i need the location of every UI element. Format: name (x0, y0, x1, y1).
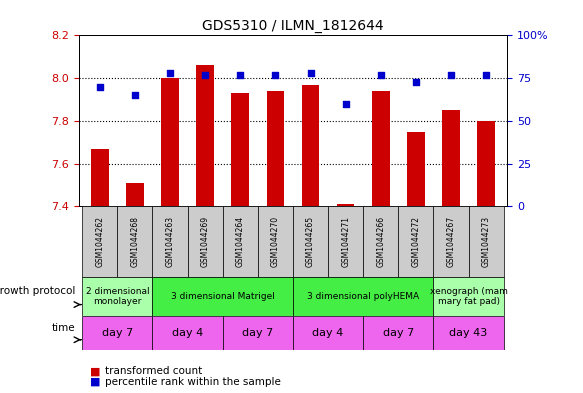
Text: GSM1044267: GSM1044267 (447, 216, 455, 267)
Point (482, 72, 491, 78)
Text: GSM1044266: GSM1044266 (376, 216, 385, 267)
Bar (188, 206, 223, 277)
Bar (293, 316, 363, 350)
Text: day 43: day 43 (449, 328, 488, 338)
Text: percentile rank within the sample: percentile rank within the sample (105, 377, 281, 387)
Bar (407, 132, 424, 206)
Bar (363, 316, 433, 350)
Text: transformed count: transformed count (105, 366, 202, 376)
Bar (153, 206, 188, 277)
Bar (161, 78, 179, 206)
Bar (293, 206, 328, 277)
Text: GSM1044265: GSM1044265 (306, 216, 315, 267)
Bar (372, 91, 389, 206)
Point (271, 72, 280, 78)
Title: GDS5310 / ILMN_1812644: GDS5310 / ILMN_1812644 (202, 19, 384, 33)
Bar (82, 316, 153, 350)
Text: day 7: day 7 (101, 328, 133, 338)
Text: GSM1044272: GSM1044272 (412, 216, 420, 267)
Text: ■: ■ (90, 366, 101, 376)
Bar (433, 316, 504, 350)
Bar (363, 206, 398, 277)
Text: xenograph (mam
mary fat pad): xenograph (mam mary fat pad) (430, 287, 508, 307)
Text: GSM1044271: GSM1044271 (341, 216, 350, 267)
Bar (328, 206, 363, 277)
Point (447, 72, 456, 78)
Bar (91, 149, 108, 206)
Bar (302, 84, 319, 206)
Bar (477, 121, 495, 206)
Bar (126, 183, 143, 206)
Bar (469, 206, 504, 277)
Text: time: time (52, 323, 76, 333)
Text: growth protocol: growth protocol (0, 286, 76, 296)
Point (341, 101, 350, 107)
Text: GSM1044270: GSM1044270 (271, 216, 280, 267)
Text: GSM1044273: GSM1044273 (482, 216, 491, 267)
Bar (433, 206, 469, 277)
Point (201, 72, 210, 78)
Bar (433, 277, 504, 316)
Text: day 7: day 7 (242, 328, 273, 338)
Text: 3 dimensional Matrigel: 3 dimensional Matrigel (171, 292, 275, 301)
Point (130, 92, 139, 98)
Bar (293, 277, 433, 316)
Text: 2 dimensional
monolayer: 2 dimensional monolayer (86, 287, 149, 307)
Bar (117, 206, 153, 277)
Point (166, 70, 175, 76)
Text: GSM1044268: GSM1044268 (131, 216, 139, 267)
Text: day 4: day 4 (312, 328, 344, 338)
Bar (398, 206, 433, 277)
Bar (231, 93, 249, 206)
Text: GSM1044269: GSM1044269 (201, 216, 210, 267)
Bar (153, 316, 223, 350)
Bar (82, 277, 153, 316)
Text: ■: ■ (90, 377, 101, 387)
Bar (82, 206, 117, 277)
Text: GSM1044264: GSM1044264 (236, 216, 245, 267)
Bar (266, 91, 284, 206)
Text: day 4: day 4 (172, 328, 203, 338)
Point (376, 72, 385, 78)
Text: GSM1044262: GSM1044262 (95, 216, 104, 267)
Bar (153, 277, 293, 316)
Point (306, 70, 315, 76)
Text: day 7: day 7 (382, 328, 414, 338)
Bar (223, 316, 293, 350)
Bar (258, 206, 293, 277)
Text: 3 dimensional polyHEMA: 3 dimensional polyHEMA (307, 292, 419, 301)
Point (411, 78, 420, 84)
Bar (337, 204, 354, 206)
Bar (196, 65, 214, 206)
Bar (223, 206, 258, 277)
Point (236, 72, 245, 78)
Text: GSM1044263: GSM1044263 (166, 216, 174, 267)
Point (95, 83, 104, 90)
Bar (442, 110, 460, 206)
